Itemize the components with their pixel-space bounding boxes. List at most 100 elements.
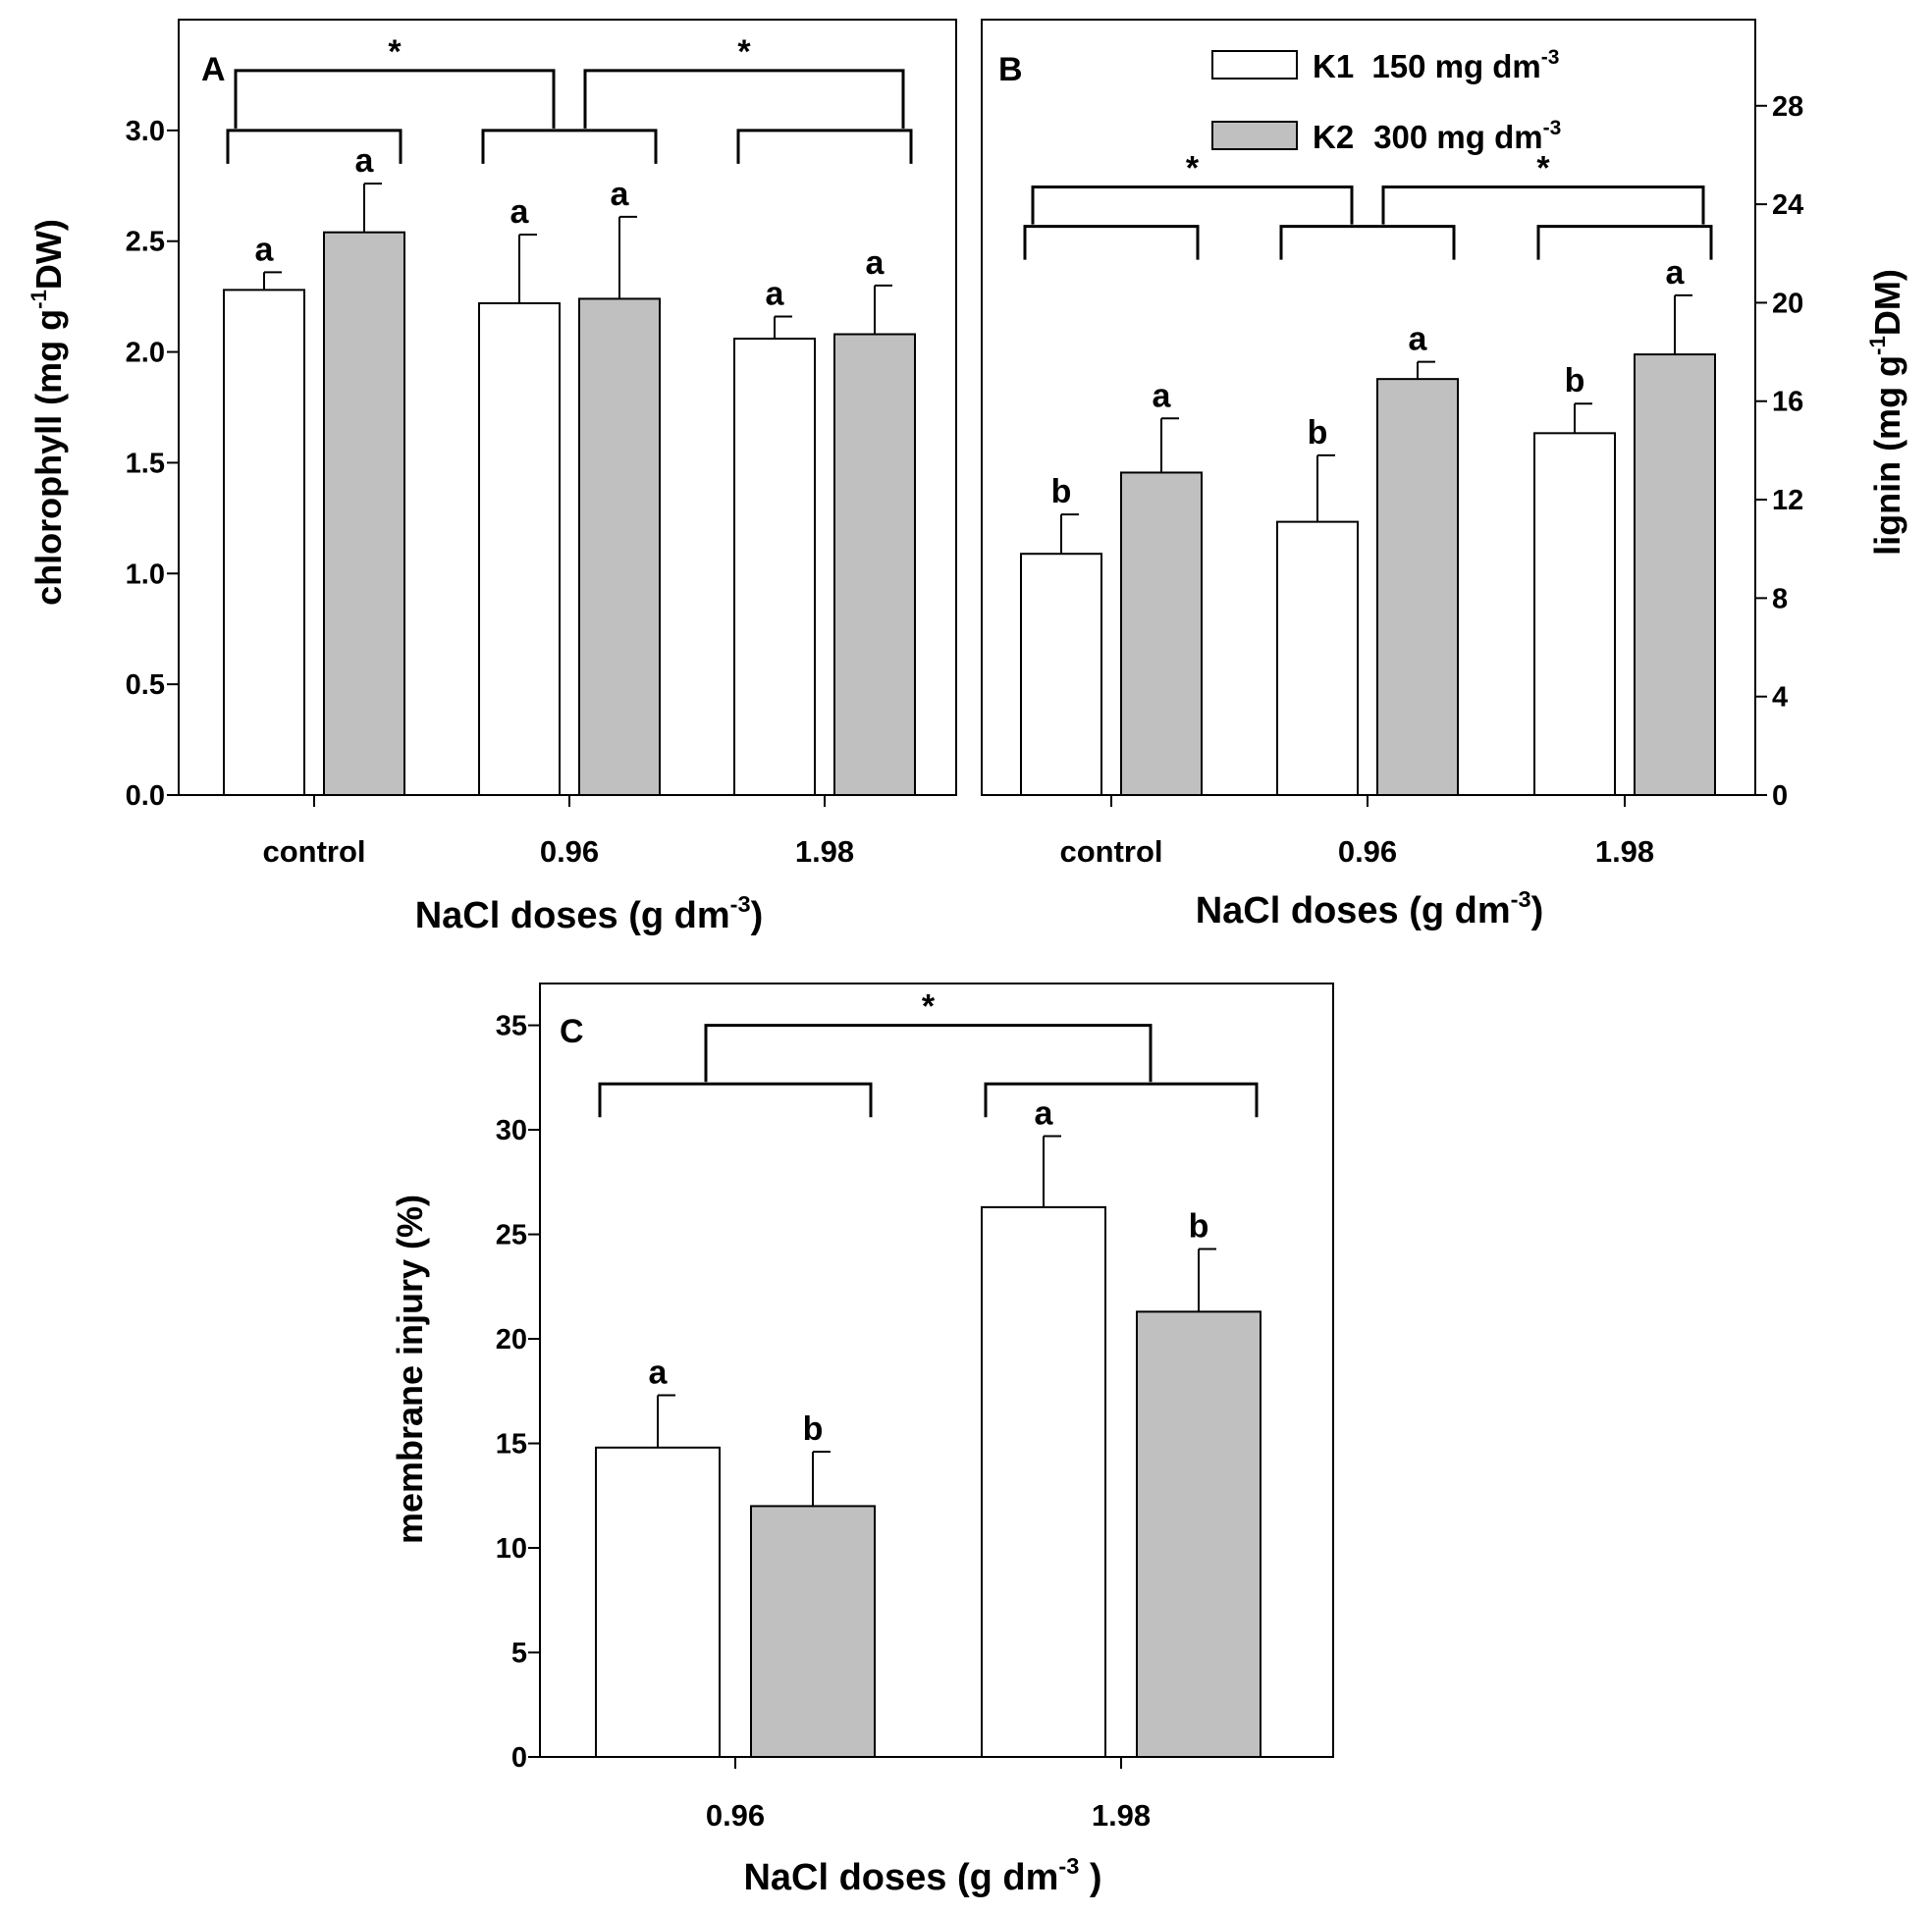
y-axis-label-base: membrane injury (%) xyxy=(390,1195,430,1544)
significance-letter: a xyxy=(1409,321,1428,358)
x-axis-label: NaCl doses (g dm-3) xyxy=(415,891,764,936)
x-axis-label-tail: ) xyxy=(1531,890,1544,931)
y-axis-label: chlorophyll (mg g-1DW) xyxy=(27,219,69,606)
panel-a-chart: A 0.0 0.5 1.0 1.5 2.0 2.5 3.0 control 0.96 1.98 a a a… xyxy=(27,19,957,936)
significance-letter: b xyxy=(1565,362,1585,399)
panel-b-chart: B 0 4 8 12 16 20 24 28 control 0.96 1.98 b b b a a a * * lig… xyxy=(981,19,1907,931)
legend-sup: -3 xyxy=(1541,46,1560,69)
y-tick-label: 3.0 xyxy=(126,116,165,147)
significance-bracket xyxy=(583,69,905,129)
bar xyxy=(733,338,816,796)
significance-letter: a xyxy=(766,275,785,312)
bar xyxy=(595,1446,721,1759)
y-axis-label-sup: -1 xyxy=(27,290,51,309)
y-tick-label: 16 xyxy=(1772,387,1803,418)
bar xyxy=(1120,471,1203,796)
y-tick-label: 5 xyxy=(511,1638,527,1670)
y-tick-label: 1.5 xyxy=(126,448,165,479)
legend-text: 300 mg dm xyxy=(1373,119,1542,155)
significance-letter: b xyxy=(803,1410,824,1448)
y-tick-label: 20 xyxy=(496,1324,527,1356)
y-tick-label: 24 xyxy=(1772,189,1803,221)
x-axis-label: NaCl doses (g dm-3 ) xyxy=(743,1853,1101,1898)
y-tick-label: 12 xyxy=(1772,485,1803,516)
significance-star: * xyxy=(1536,150,1550,187)
bar xyxy=(750,1505,876,1758)
x-axis-label-sup: -3 xyxy=(1058,1853,1079,1879)
y-axis-label-base: chlorophyll (mg g xyxy=(28,309,69,606)
significance-star: * xyxy=(1186,150,1200,187)
x-axis-label-sup: -3 xyxy=(730,891,751,917)
y-axis-label-tail: DM) xyxy=(1867,269,1907,336)
x-axis-label-sup: -3 xyxy=(1511,886,1531,912)
significance-star: * xyxy=(922,988,936,1026)
y-tick-label: 15 xyxy=(496,1429,527,1461)
x-tick-label: control xyxy=(1059,834,1162,869)
legend-key: K1 xyxy=(1313,48,1354,84)
significance-letter: a xyxy=(1153,377,1172,414)
legend-swatch-k1 xyxy=(1211,50,1298,80)
x-tick-label: control xyxy=(262,834,365,869)
panel-label: C xyxy=(560,1013,584,1050)
x-axis-label-base: NaCl doses (g dm xyxy=(743,1857,1058,1898)
x-tick-label: 0.96 xyxy=(1338,834,1397,869)
bar xyxy=(323,231,405,796)
y-axis-label: membrane injury (%) xyxy=(390,1195,430,1544)
x-tick-label: 0.96 xyxy=(706,1798,765,1833)
bar xyxy=(578,297,661,796)
significance-letter: a xyxy=(866,244,886,282)
group-bracket xyxy=(984,1082,1259,1118)
significance-letter: a xyxy=(355,142,375,180)
bar xyxy=(981,1205,1106,1758)
x-tick-label: 1.98 xyxy=(1092,1798,1151,1833)
significance-bracket xyxy=(1031,186,1354,225)
legend-key: K2 xyxy=(1313,119,1354,155)
plot-frame xyxy=(178,19,957,796)
y-tick-label: 0.0 xyxy=(126,780,165,812)
panel-c-chart: C 0 5 10 15 20 25 30 35 0.96 1.98 a a b b * membrane inj… xyxy=(390,983,1334,1898)
significance-letter: a xyxy=(611,176,630,213)
y-tick-label: 0.5 xyxy=(126,669,165,701)
y-tick-label: 20 xyxy=(1772,288,1803,319)
group-bracket xyxy=(736,129,913,164)
legend-entry-k1: K1 150 mg dm-3 xyxy=(1313,46,1559,84)
y-axis-label-base: lignin (mg g xyxy=(1867,355,1907,556)
legend: K1 150 mg dm-3K2 300 mg dm-3 xyxy=(1211,46,1562,155)
x-axis-label-tail: ) xyxy=(751,895,764,936)
significance-bracket xyxy=(234,69,556,129)
bar xyxy=(1376,378,1459,796)
y-tick-label: 4 xyxy=(1772,682,1788,714)
significance-letter: b xyxy=(1051,473,1072,510)
legend-sup: -3 xyxy=(1543,117,1562,139)
significance-letter: a xyxy=(1035,1094,1054,1132)
group-bracket xyxy=(598,1082,873,1118)
y-tick-label: 35 xyxy=(496,1011,527,1042)
significance-letter: a xyxy=(510,193,530,231)
group-bracket xyxy=(1023,225,1200,260)
group-bracket xyxy=(1279,225,1456,260)
y-tick-label: 1.0 xyxy=(126,558,165,590)
bar xyxy=(1533,432,1616,796)
x-tick-label: 0.96 xyxy=(540,834,599,869)
x-axis-label-base: NaCl doses (g dm xyxy=(1196,890,1511,931)
x-axis-label: NaCl doses (g dm-3) xyxy=(1196,886,1544,931)
significance-bracket xyxy=(704,1024,1153,1083)
legend-swatch-k2 xyxy=(1211,121,1298,150)
x-tick-label: 1.98 xyxy=(795,834,854,869)
significance-letter: a xyxy=(649,1355,669,1392)
plot-frame xyxy=(539,983,1334,1758)
significance-letter: a xyxy=(255,231,275,268)
x-axis-label-base: NaCl doses (g dm xyxy=(415,895,730,936)
panel-label: A xyxy=(201,51,226,88)
legend-text: 150 mg dm xyxy=(1371,48,1540,84)
significance-star: * xyxy=(388,33,402,71)
y-tick-label: 25 xyxy=(496,1220,527,1251)
x-tick-label: 1.98 xyxy=(1595,834,1654,869)
significance-letter: b xyxy=(1308,414,1328,452)
bar xyxy=(478,301,561,796)
y-tick-label: 10 xyxy=(496,1533,527,1565)
y-tick-label: 2.5 xyxy=(126,227,165,258)
significance-star: * xyxy=(737,33,751,71)
group-bracket xyxy=(226,129,402,164)
